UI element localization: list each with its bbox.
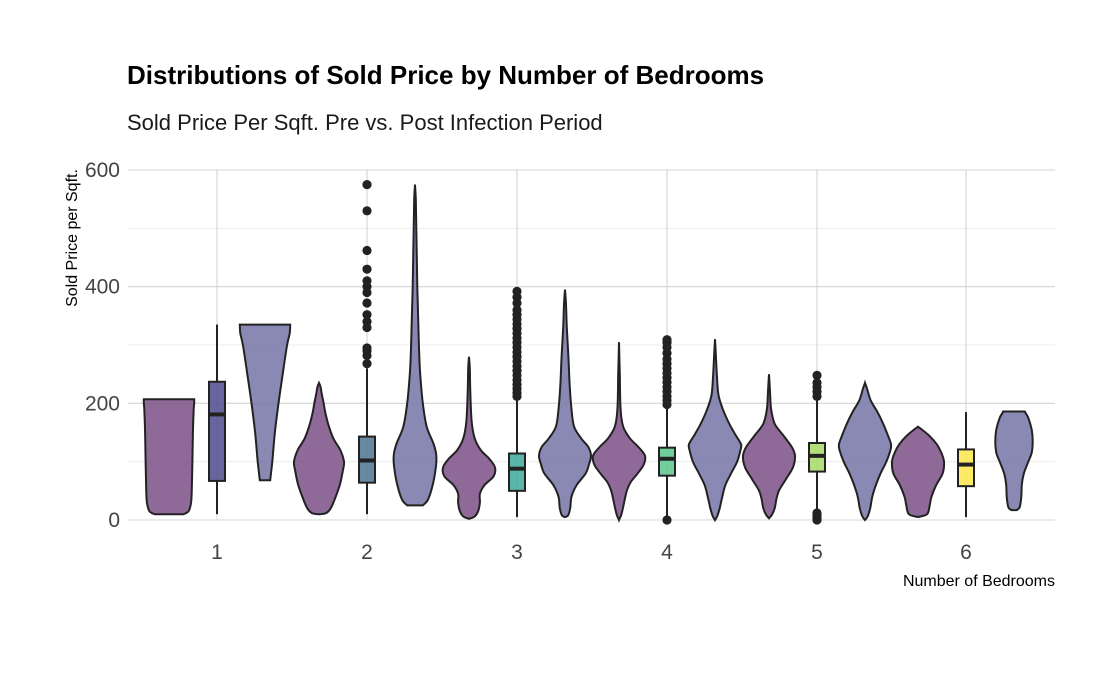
outlier-point [362,359,372,369]
x-tick-label: 3 [511,541,523,564]
chart-subtitle: Sold Price Per Sqft. Pre vs. Post Infect… [127,110,603,135]
violins [142,184,1034,523]
violin-pre-2 [292,380,346,516]
box-iqr [208,380,226,482]
violin-pre-1 [142,398,196,516]
violin-pre-3 [441,356,497,520]
box-iqr [957,448,975,488]
box-iqr [508,452,526,492]
y-tick-label: 0 [108,509,120,532]
violin-post-5 [837,379,893,522]
violin-post-1 [238,323,292,482]
outlier-point [662,335,672,345]
x-tick-label: 6 [960,541,972,564]
violin-pre-6 [890,425,946,519]
outlier-point [362,343,372,353]
y-tick-label: 600 [85,159,120,182]
outlier-point [362,179,372,190]
violin-post-6 [994,410,1034,512]
x-tick-label: 1 [211,541,223,564]
violin-post-2 [392,184,438,507]
boxplot-2 [358,179,376,515]
outlier-point [662,515,672,525]
y-tick-label: 200 [85,392,120,415]
boxplot-3 [508,286,526,518]
violin-post-3 [537,289,593,519]
outlier-point [362,298,372,308]
outlier-point [812,378,822,388]
x-tick-label: 5 [811,541,823,564]
outlier-point [812,370,822,380]
outlier-point [512,305,522,315]
x-axis-ticks: 1 2 3 4 5 6 [211,541,972,564]
boxplot-1 [208,324,226,515]
x-tick-label: 2 [361,541,373,564]
violin-post-4 [687,339,743,523]
y-axis-title: Sold Price per Sqft. [64,169,81,307]
outlier-point [362,206,372,216]
box-iqr [658,446,676,477]
outlier-point [362,264,372,274]
boxplot-4 [658,335,676,525]
outlier-point [512,286,522,296]
x-axis-title: Number of Bedrooms [903,573,1055,590]
boxplots [208,179,975,525]
y-axis-ticks: 0 200 400 600 [85,159,120,532]
boxplot-6 [957,412,975,518]
outlier-point [362,245,372,256]
outlier-point [812,508,822,518]
violin-pre-4 [591,342,647,523]
chart-title: Distributions of Sold Price by Number of… [127,60,764,90]
outlier-point [362,276,372,286]
x-tick-label: 4 [661,541,673,564]
y-tick-label: 400 [85,276,120,299]
violin-pre-5 [741,374,797,520]
outlier-point [362,317,372,327]
boxplot-5 [808,370,826,525]
outlier-point [362,310,372,320]
